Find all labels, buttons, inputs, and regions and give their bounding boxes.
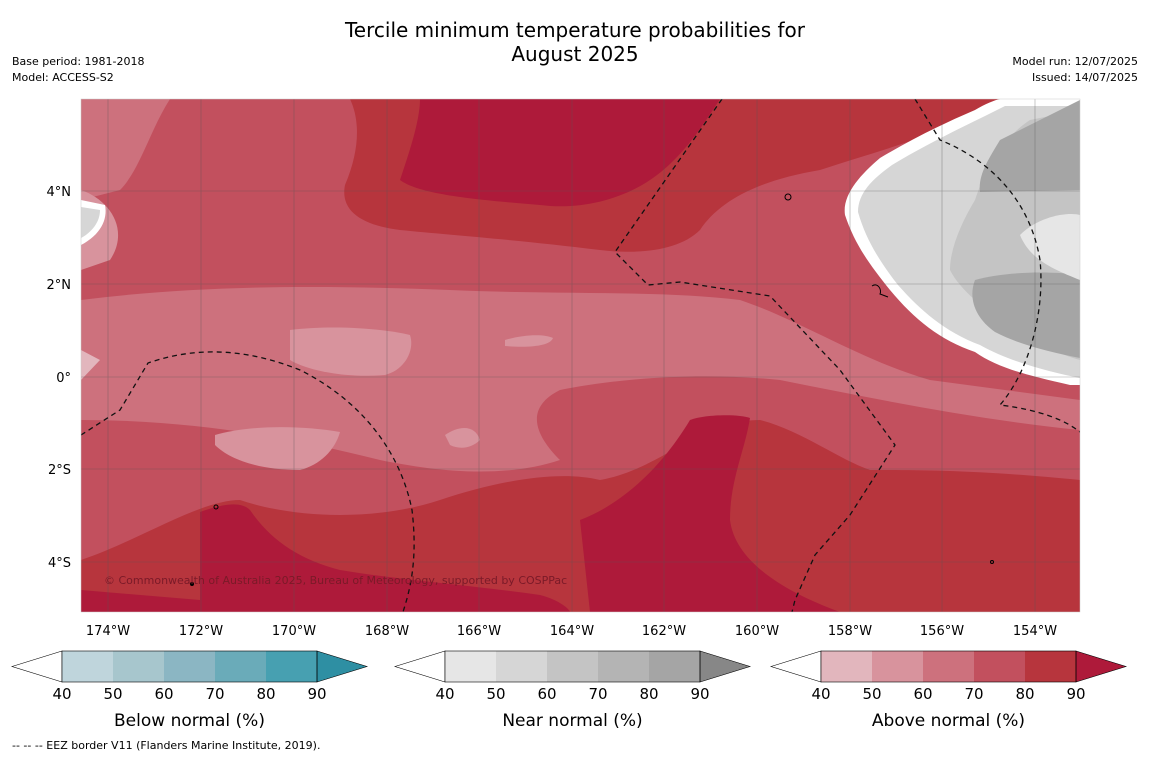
near-50-60-west (81, 207, 100, 238)
issued-date: Issued: 14/07/2025 (1031, 71, 1138, 84)
colorbar-segment (496, 651, 547, 682)
colorbar-frame (444, 650, 701, 683)
near-80-90-north (979, 100, 1080, 192)
lat-tick: 4°S (48, 556, 71, 571)
lat-tick-labels: 4°N 2°N 0° 2°S 4°S (47, 185, 72, 571)
colorbar-extend-low (769, 650, 822, 683)
colorbar-segment (821, 651, 872, 682)
below-normal-colorbar: 40 50 60 70 80 90 Below normal (%) (10, 650, 369, 731)
colorbar-tick-label: 70 (588, 685, 607, 703)
lon-tick: 154°W (1013, 624, 1057, 639)
above-50-60-patch-3 (215, 427, 340, 470)
lon-tick: 170°W (272, 624, 316, 639)
lat-tick: 2°S (48, 463, 71, 478)
colorbar-tick-label: 40 (435, 685, 454, 703)
near-80-90-south (972, 272, 1080, 358)
colorbar-tick-label: 90 (690, 685, 709, 703)
colorbar-tick-label: 60 (913, 685, 932, 703)
lon-tick: 160°W (735, 624, 779, 639)
colorbar-segment (266, 651, 317, 682)
above-50-60-patch-2 (505, 335, 553, 347)
above-60-70-nw (81, 99, 170, 200)
lat-tick: 2°N (47, 278, 72, 293)
lon-tick: 156°W (920, 624, 964, 639)
lat-tick: 4°N (47, 185, 72, 200)
islands (190, 193, 994, 586)
colorbar-tick-label: 40 (811, 685, 830, 703)
colorbar-tick-label: 50 (103, 685, 122, 703)
colorbar-tick-label: 90 (307, 685, 326, 703)
colorbar-tick-label: 80 (256, 685, 275, 703)
colorbar-tick-label: 80 (1015, 685, 1034, 703)
lon-tick: 162°W (642, 624, 686, 639)
colorbar-tick-label: 50 (486, 685, 505, 703)
map-title: Tercile minimum temperature probabilitie… (0, 18, 1150, 66)
colorbar-extend-high (316, 650, 369, 683)
colorbar-frame (61, 650, 318, 683)
colorbar-segment (923, 651, 974, 682)
above-50-60-patch-4 (445, 428, 480, 448)
probability-field (81, 99, 1080, 612)
colorbar-tick-label: 60 (537, 685, 556, 703)
colorbar-segment (598, 651, 649, 682)
colorbar-segment (445, 651, 496, 682)
colorbar-title: Below normal (%) (114, 711, 265, 731)
colorbar-extend-low (10, 650, 63, 683)
above-40-50-west (81, 350, 100, 380)
above-90-south-edge (81, 590, 200, 612)
model-run: Model run: 12/07/2025 (1012, 55, 1138, 68)
colorbar-title: Above normal (%) (872, 711, 1025, 731)
colorbar-frame (820, 650, 1077, 683)
above-50-60-patch-1 (290, 327, 412, 376)
colorbar-tick-label: 50 (862, 685, 881, 703)
colorbar-segment (164, 651, 215, 682)
colorbar-tick-label: 80 (639, 685, 658, 703)
above-90-south-west (200, 504, 570, 612)
colorbar-segment (113, 651, 164, 682)
colorbar-tick-label: 40 (52, 685, 71, 703)
colorbar-extend-low (393, 650, 446, 683)
lon-tick: 174°W (86, 624, 130, 639)
colorbar-segment (872, 651, 923, 682)
colorbar-tick-label: 70 (964, 685, 983, 703)
base-period: Base period: 1981-2018 (12, 55, 145, 68)
lat-tick: 0° (56, 371, 71, 386)
colorbar-tick-label: 60 (154, 685, 173, 703)
above-normal-colorbar: 40 50 60 70 80 90 Above normal (%) (769, 650, 1128, 731)
colorbar-segment (649, 651, 700, 682)
meta-left: Base period: 1981-2018 Model: ACCESS-S2 (12, 54, 144, 86)
title-line-1: Tercile minimum temperature probabilitie… (344, 18, 806, 42)
lon-tick: 166°W (457, 624, 501, 639)
lon-tick-labels: 174°W 172°W 170°W 168°W 166°W 164°W 162°… (86, 624, 1057, 639)
eez-borders (81, 99, 1080, 612)
meta-right: Model run: 12/07/2025 Issued: 14/07/2025 (1012, 54, 1138, 86)
lon-tick: 164°W (550, 624, 594, 639)
colorbar-extend-high (699, 650, 752, 683)
colorbar-tick-label: 90 (1066, 685, 1085, 703)
graticule (81, 99, 1080, 612)
colorbar-segment (62, 651, 113, 682)
title-line-2: August 2025 (511, 42, 639, 66)
colorbar-extend-high (1075, 650, 1128, 683)
near-normal-colorbar: 40 50 60 70 80 90 Near normal (%) (393, 650, 752, 731)
colorbar-segment (1025, 651, 1076, 682)
colorbars: 40 50 60 70 80 90 Below normal (%) 40 50 60 70 80 90… (10, 650, 1128, 731)
above-80-90-south-outer (81, 420, 1080, 612)
colorbar-segment (215, 651, 266, 682)
above-90-south-central (580, 415, 840, 612)
lon-tick: 172°W (179, 624, 223, 639)
colorbar-segment (974, 651, 1025, 682)
colorbar-segment (547, 651, 598, 682)
lon-tick: 158°W (828, 624, 872, 639)
map-frame (80, 98, 1081, 613)
lon-tick: 168°W (365, 624, 409, 639)
colorbar-title: Near normal (%) (502, 711, 642, 731)
colorbar-tick-label: 70 (205, 685, 224, 703)
copyright-note: © Commonwealth of Australia 2025, Bureau… (104, 574, 567, 587)
eez-footnote: -- -- -- EEZ border V11 (Flanders Marine… (12, 739, 321, 752)
above-90-north (400, 99, 720, 207)
model-name: Model: ACCESS-S2 (12, 71, 114, 84)
